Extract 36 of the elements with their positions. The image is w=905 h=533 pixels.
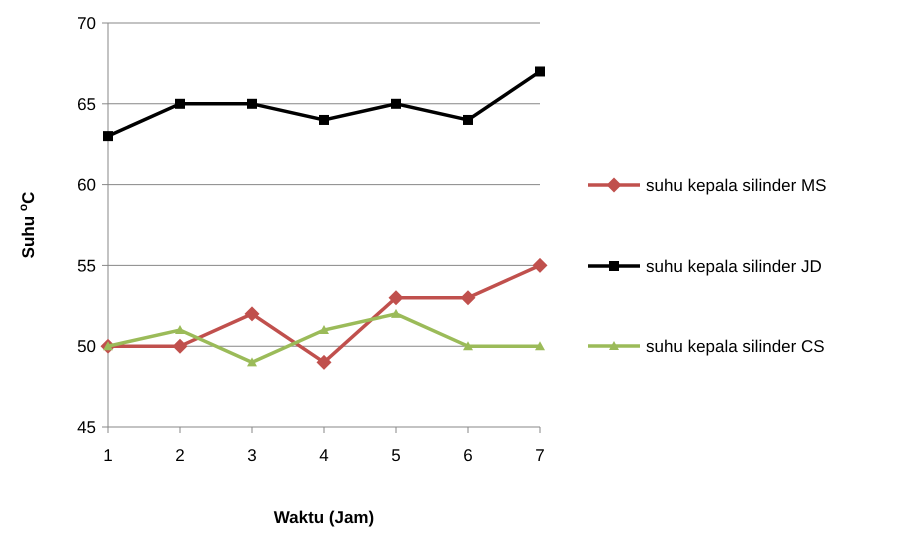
x-tick-label: 7 [535, 446, 545, 465]
point [391, 98, 401, 109]
point [316, 354, 332, 370]
point [247, 357, 257, 366]
point [103, 131, 113, 142]
x-tick-label: 4 [319, 446, 329, 465]
point [388, 290, 404, 306]
point [460, 290, 476, 306]
point [175, 325, 185, 334]
point [535, 66, 545, 76]
point [319, 325, 329, 334]
legend-label: suhu kepala silinder CS [646, 336, 825, 356]
y-tick-label: 55 [77, 256, 96, 276]
legend-label: suhu kepala silinder JD [646, 256, 822, 276]
x-axis-title: Waktu (Jam) [274, 508, 374, 527]
point [247, 98, 257, 109]
x-tick-label: 3 [247, 446, 257, 465]
point [175, 98, 185, 109]
point [319, 114, 329, 125]
y-tick-label: 65 [77, 94, 96, 114]
point [463, 341, 473, 350]
y-tick-label: 45 [77, 418, 96, 437]
x-tick-label: 1 [103, 446, 113, 465]
y-tick-label: 70 [77, 14, 96, 33]
x-tick-label: 2 [175, 446, 185, 465]
y-tick-label: 50 [77, 337, 96, 356]
legend-label: suhu kepala silinder MS [646, 176, 826, 195]
y-tick-label: 60 [77, 176, 96, 195]
point [535, 341, 545, 350]
x-tick-label: 6 [463, 446, 473, 465]
point [532, 258, 548, 273]
point [391, 308, 401, 318]
point [172, 338, 188, 354]
x-tick-label: 5 [391, 446, 401, 465]
point [463, 114, 473, 125]
point [244, 306, 260, 322]
